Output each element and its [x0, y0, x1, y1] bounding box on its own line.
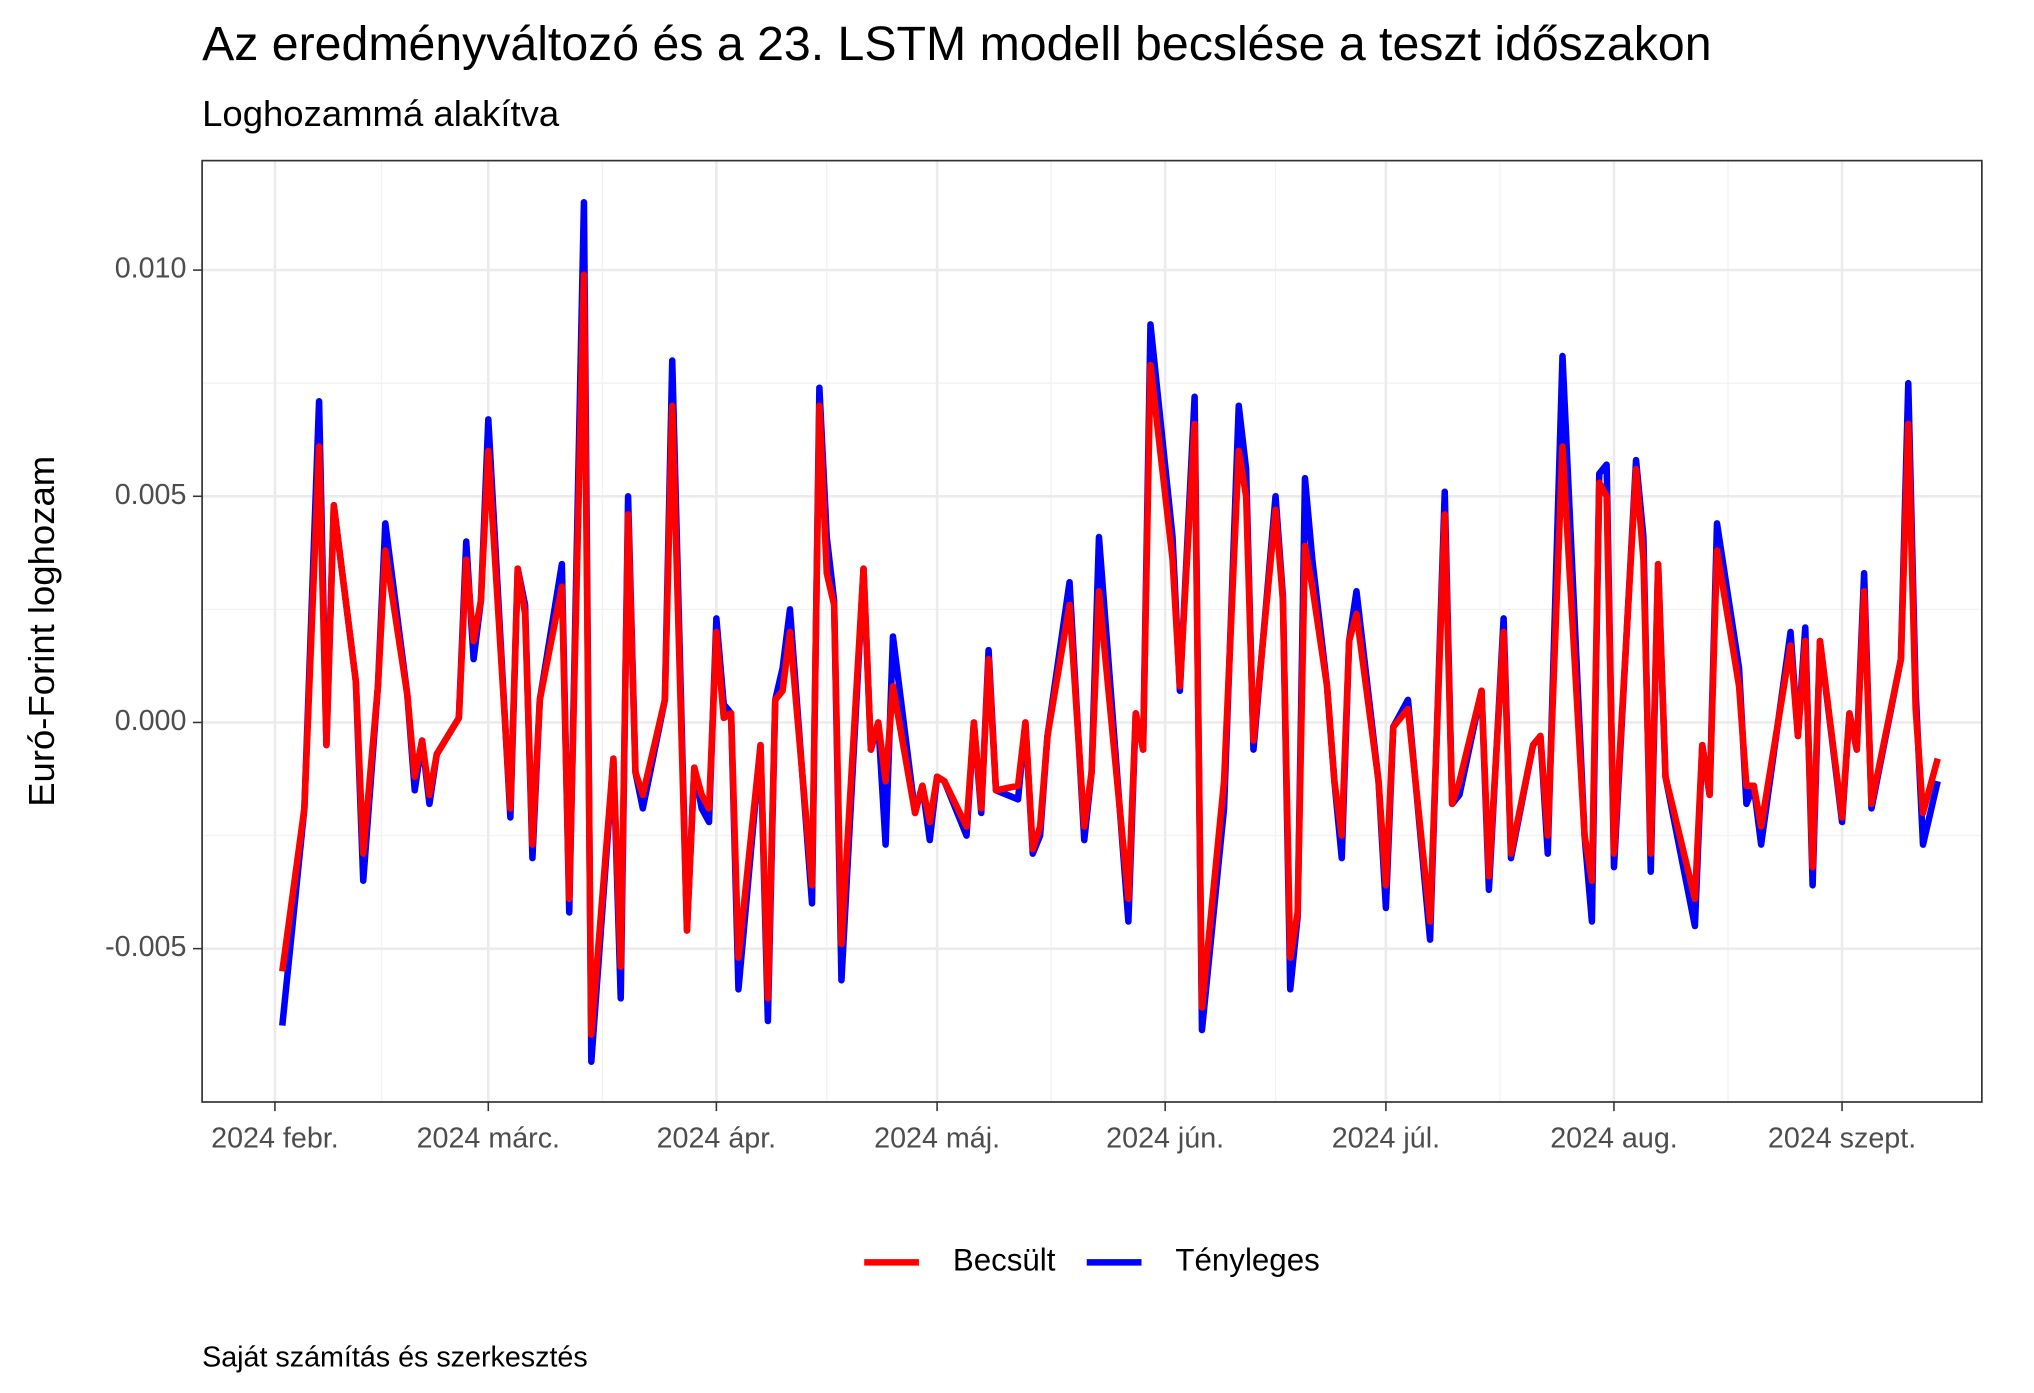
x-tick-label: 2024 márc. — [417, 1122, 560, 1154]
series-line — [279, 271, 1941, 1038]
legend-label: Tényleges — [1175, 1243, 1319, 1278]
x-tick-label: 2024 ápr. — [657, 1122, 777, 1154]
chart-subtitle: Loghozammá alakítva — [202, 93, 560, 134]
caption: Saját számítás és szerkesztés — [202, 1341, 588, 1373]
panel-border — [201, 159, 1983, 1103]
x-tick-label: 2024 szept. — [1768, 1122, 1916, 1154]
y-axis-label: Euró-Forint loghozam — [21, 456, 62, 807]
chart-title: Az eredményváltozó és a 23. LSTM modell … — [202, 17, 1711, 71]
y-tick-label: 0.005 — [115, 479, 187, 511]
y-tick-label: 0.000 — [115, 705, 187, 737]
y-tick-label: 0.010 — [115, 253, 187, 285]
legend: Becsült Tényleges — [864, 1243, 1320, 1278]
x-tick-label: 2024 júl. — [1332, 1122, 1440, 1154]
x-tick-label: 2024 máj. — [874, 1122, 1000, 1154]
x-tick-label: 2024 febr. — [211, 1122, 339, 1154]
x-tick-label: 2024 jún. — [1106, 1122, 1224, 1154]
legend-label: Becsült — [953, 1243, 1056, 1278]
y-tick-label: -0.005 — [105, 931, 186, 963]
x-tick-label: 2024 aug. — [1550, 1122, 1678, 1154]
